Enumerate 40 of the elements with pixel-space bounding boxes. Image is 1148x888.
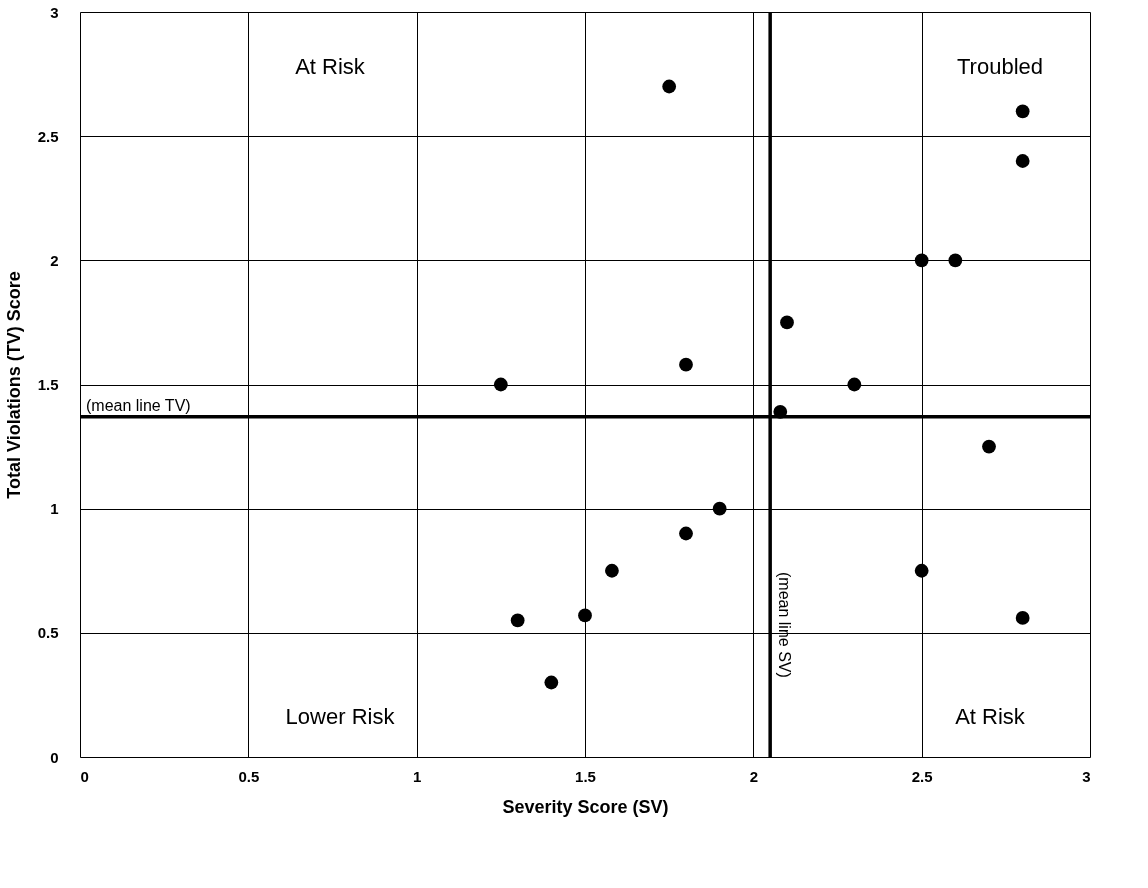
annotation: Lower Risk — [285, 704, 396, 729]
y-tick-label: 2 — [50, 251, 59, 269]
x-tick-label: 1 — [412, 767, 422, 785]
point — [982, 439, 996, 454]
point — [948, 253, 963, 268]
ref-line-label: (mean line TV) — [86, 396, 191, 414]
point — [679, 526, 693, 541]
annotation: At Risk — [295, 54, 366, 79]
point — [847, 377, 862, 392]
y-tick-label: 0.5 — [37, 624, 59, 642]
point — [493, 377, 508, 392]
point — [914, 253, 929, 268]
annotation: Troubled — [956, 54, 1044, 79]
ref-line-label: (mean line SV) — [776, 572, 794, 678]
x-tick-label: 1.5 — [575, 767, 596, 785]
y-tick-label: 0 — [50, 748, 59, 766]
x-tick-label: 2.5 — [911, 767, 933, 785]
point — [662, 79, 677, 94]
point — [544, 675, 559, 690]
y-tick-label: 2.5 — [37, 127, 59, 145]
point — [914, 563, 929, 578]
point — [1015, 104, 1030, 119]
point — [1015, 154, 1030, 168]
x-tick-label: 0 — [80, 767, 89, 785]
point — [679, 357, 693, 372]
y-tick-label: 3 — [50, 3, 59, 21]
y-tick-label: 1 — [50, 500, 59, 518]
point — [578, 608, 592, 623]
point — [712, 501, 727, 516]
x-axis-title: Severity Score (SV) — [502, 796, 669, 817]
x-tick-label: 2 — [749, 767, 759, 785]
point — [1015, 611, 1030, 625]
point — [780, 315, 794, 330]
point — [510, 613, 525, 628]
x-tick-label: 0.5 — [238, 767, 260, 785]
y-axis-title: Total Violations (TV) Score — [3, 271, 24, 499]
point — [605, 563, 619, 578]
y-tick-label: 1.5 — [37, 376, 59, 393]
x-tick-label: 3 — [1082, 767, 1091, 785]
annotation: At Risk — [955, 704, 1026, 729]
